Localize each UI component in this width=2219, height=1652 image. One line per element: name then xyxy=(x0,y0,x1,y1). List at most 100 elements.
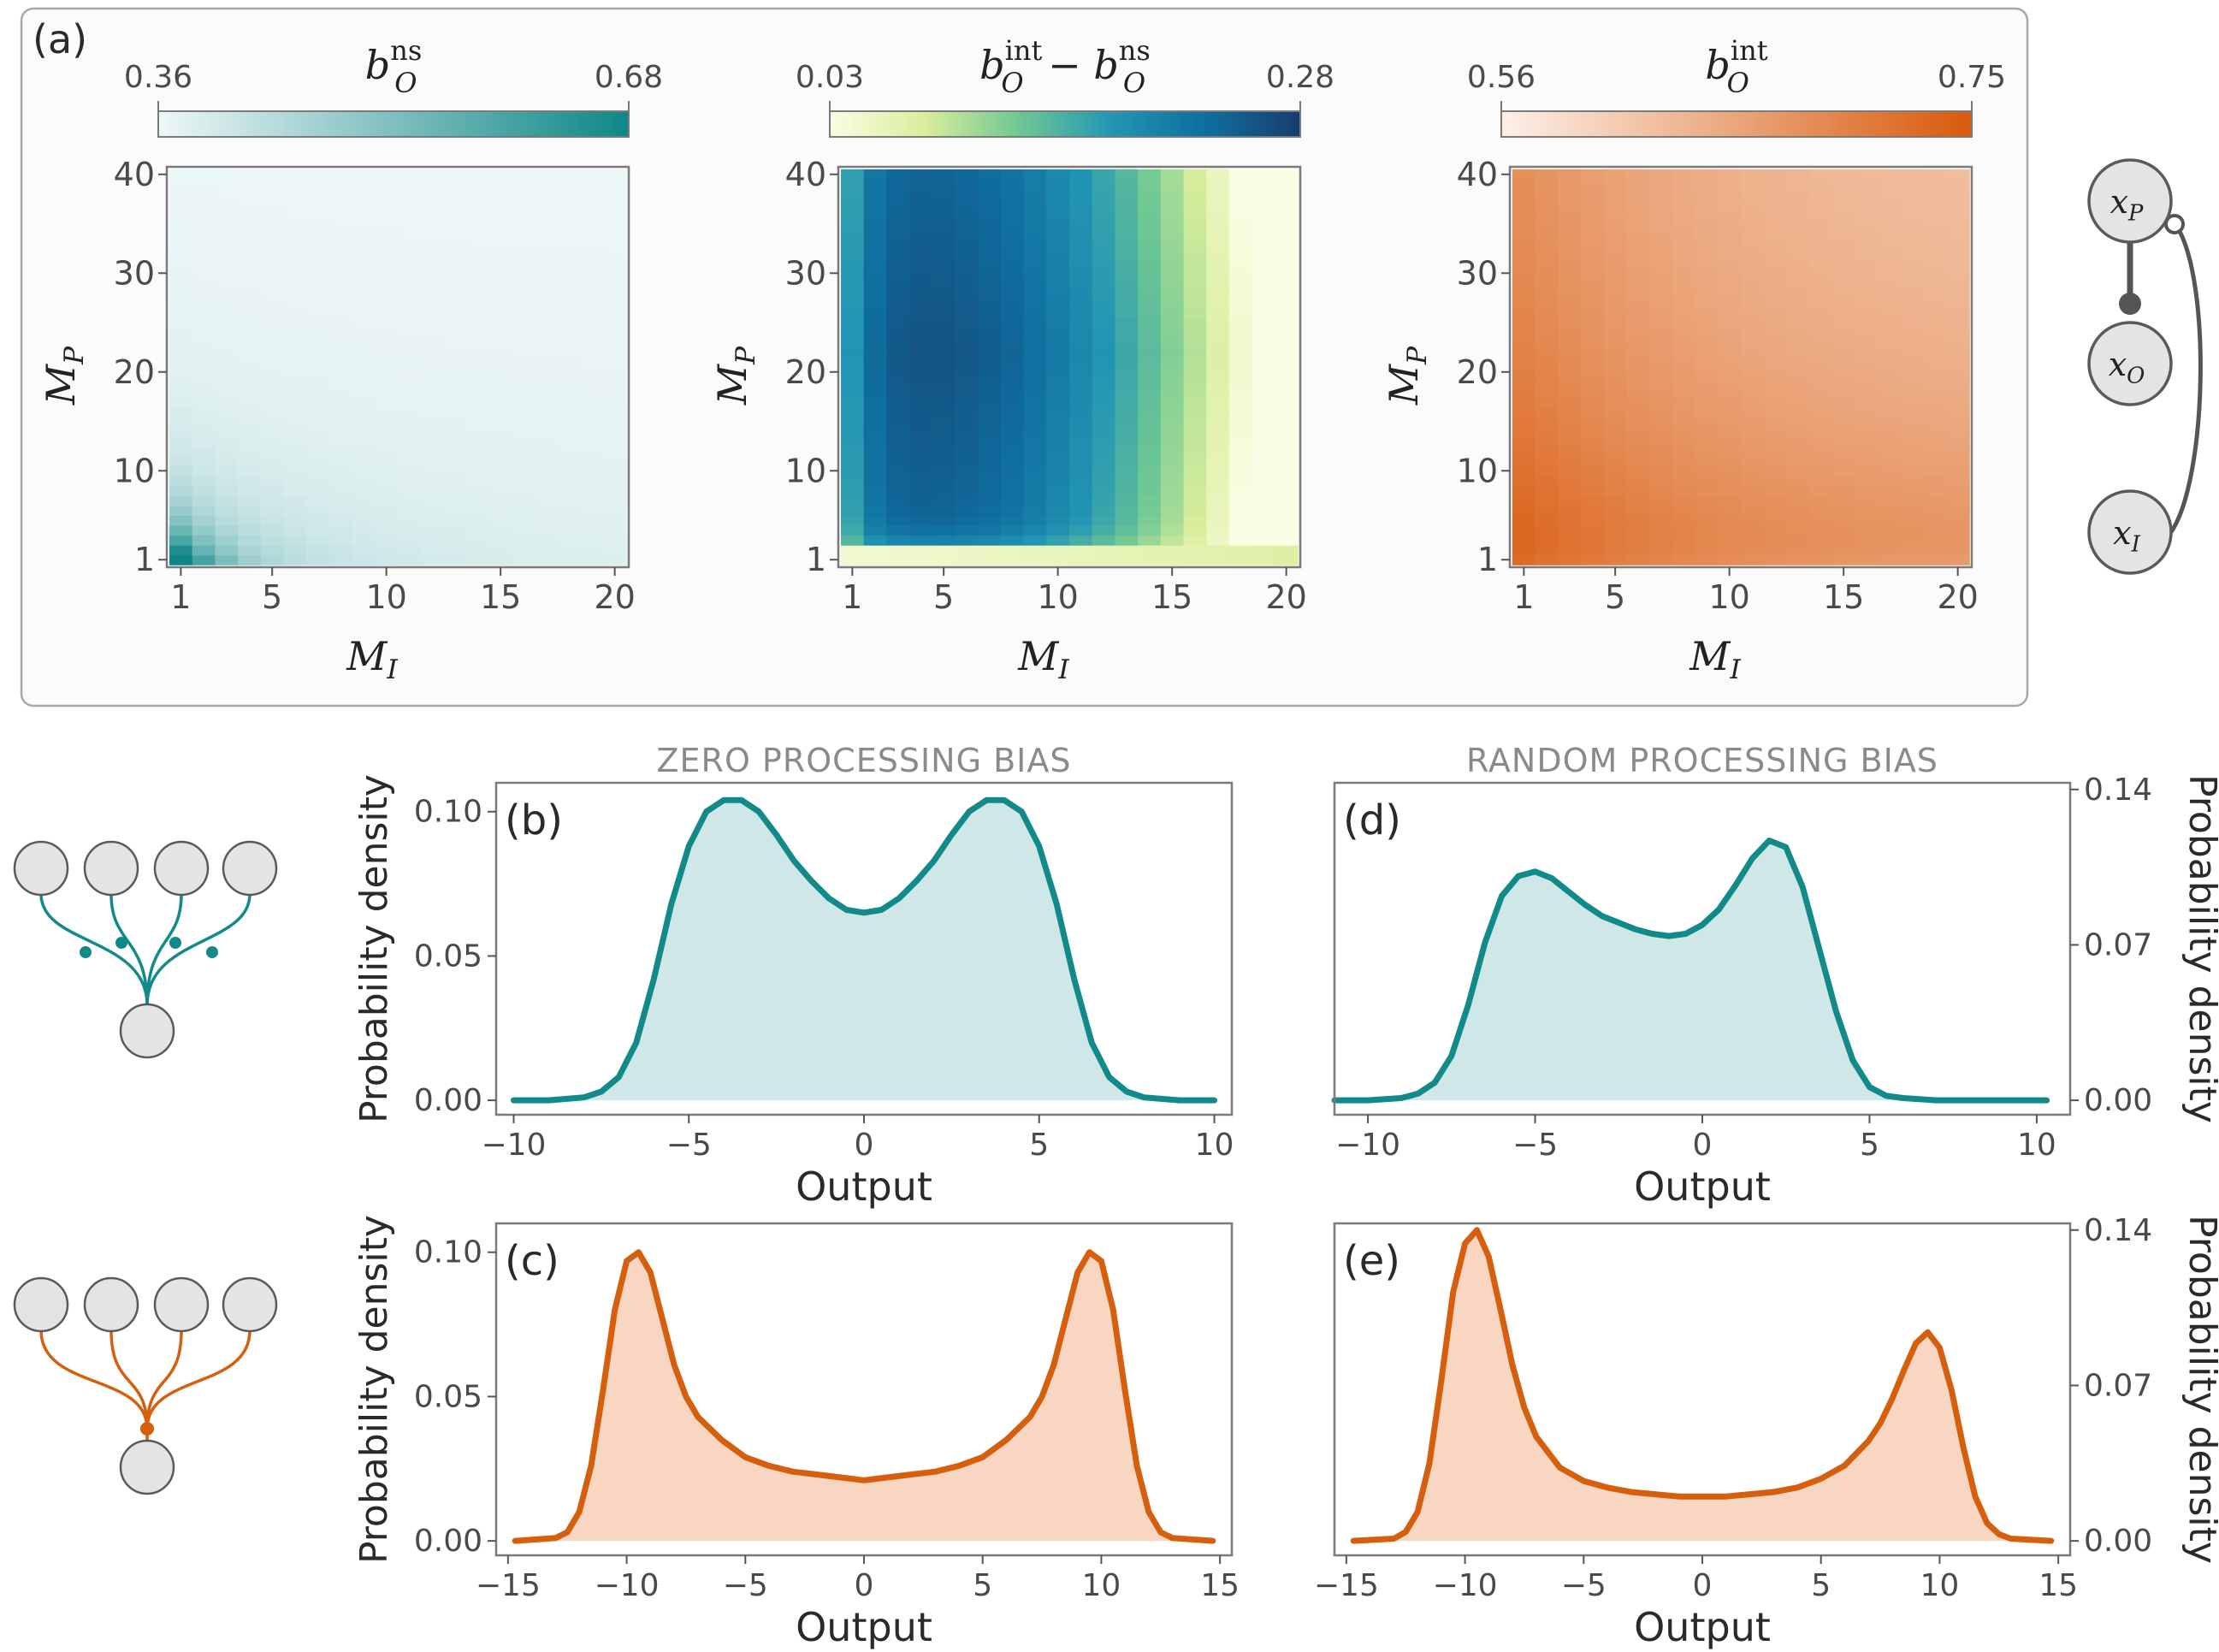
heatmap-cell xyxy=(1228,278,1253,289)
heatmap-cell xyxy=(1046,446,1070,457)
heatmap-cell xyxy=(1138,455,1162,467)
heatmap-cell xyxy=(1649,327,1673,339)
heatmap-cell xyxy=(1069,209,1093,220)
heatmap-cell xyxy=(1649,337,1673,348)
heatmap-cell xyxy=(1741,179,1765,190)
heatmap-cell xyxy=(328,435,353,447)
heatmap-cell xyxy=(260,485,285,496)
heatmap-cell xyxy=(1275,218,1299,230)
heatmap-cell xyxy=(1275,258,1299,269)
heatmap-cell xyxy=(1252,198,1276,210)
heatmap-cell xyxy=(1160,337,1185,348)
heatmap-cell xyxy=(1183,515,1207,526)
heatmap-cell xyxy=(1000,495,1025,506)
heatmap-cell xyxy=(1512,298,1536,309)
heatmap-cell xyxy=(1855,387,1879,398)
heatmap-cell xyxy=(535,357,559,368)
heatmap-cell xyxy=(375,268,399,279)
heatmap-cell xyxy=(1000,238,1025,250)
heatmap-cell xyxy=(375,554,399,565)
heatmap-cell xyxy=(1275,387,1299,398)
heatmap-cell xyxy=(1718,406,1742,417)
heatmap-cell xyxy=(1558,435,1582,447)
heatmap-cell xyxy=(238,189,262,200)
heatmap-cell xyxy=(603,198,627,210)
heatmap-cell xyxy=(1855,406,1879,417)
heatmap-cell xyxy=(1809,426,1833,437)
heatmap-cell xyxy=(1228,495,1253,506)
heatmap-cell xyxy=(375,387,399,398)
heatmap-cell xyxy=(580,524,605,536)
heatmap-cell xyxy=(1695,455,1719,467)
heatmap-cell xyxy=(1023,495,1048,506)
x-axis-label: Output xyxy=(796,1604,932,1650)
heatmap-cell xyxy=(863,307,888,319)
heatmap-cell xyxy=(535,376,559,388)
heatmap-cell xyxy=(1275,169,1299,181)
heatmap-cell xyxy=(535,238,559,250)
heatmap-cell xyxy=(1206,317,1230,329)
heatmap-cell xyxy=(169,387,193,398)
heatmap-cell xyxy=(1786,515,1810,526)
heatmap-cell xyxy=(238,416,262,428)
heatmap-cell xyxy=(443,376,467,388)
heatmap-cell xyxy=(1512,317,1536,329)
heatmap-cell xyxy=(169,209,193,220)
heatmap-cell xyxy=(1183,465,1207,477)
heatmap-cell xyxy=(1923,218,1948,230)
y-tick-label: 1 xyxy=(806,541,826,578)
heatmap-cell xyxy=(535,485,559,496)
heatmap-cell xyxy=(1023,387,1048,398)
heatmap-cell xyxy=(580,505,605,517)
heatmap-cell xyxy=(1535,524,1559,536)
heatmap-cell xyxy=(512,426,536,437)
heatmap-cell xyxy=(1023,376,1048,388)
heatmap-cell xyxy=(1695,317,1719,329)
heatmap-cell xyxy=(192,435,216,447)
heatmap-cell xyxy=(1923,455,1948,467)
heatmap-cell xyxy=(1786,376,1810,388)
y-tick-label: 0.05 xyxy=(414,1379,482,1414)
heatmap-cell xyxy=(1603,426,1628,437)
heatmap-cell xyxy=(1923,485,1948,496)
node-label-mid: xO xyxy=(2109,346,2145,388)
mini-edge xyxy=(109,893,149,1006)
heatmap-cell xyxy=(1763,298,1788,309)
heatmap-cell xyxy=(260,376,285,388)
heatmap-cell xyxy=(1206,218,1230,230)
heatmap-cell xyxy=(886,476,910,487)
heatmap-cell xyxy=(260,209,285,220)
heatmap-cell xyxy=(215,495,239,506)
heatmap-cell xyxy=(1000,515,1025,526)
heatmap-cell xyxy=(1558,298,1582,309)
heatmap-cell xyxy=(1115,396,1139,407)
heatmap-cell xyxy=(1092,317,1116,329)
heatmap-cell xyxy=(863,198,888,210)
heatmap-cell xyxy=(1558,258,1582,269)
heatmap-cell xyxy=(192,544,216,556)
heatmap-cell xyxy=(466,535,490,546)
heatmap-cell xyxy=(863,248,888,259)
heatmap-cell xyxy=(886,495,910,506)
heatmap-cell xyxy=(466,298,490,309)
heatmap-cell xyxy=(955,278,979,289)
heatmap-cell xyxy=(978,524,1002,536)
heatmap-cell xyxy=(328,505,353,517)
heatmap-cell xyxy=(1741,317,1765,329)
heatmap-cell xyxy=(1900,209,1925,220)
heatmap-cell xyxy=(1023,238,1048,250)
heatmap-cell xyxy=(215,228,239,240)
heatmap-cell xyxy=(1763,346,1788,358)
heatmap-cell xyxy=(420,505,445,517)
heatmap-cell xyxy=(1183,189,1207,200)
heatmap-cell xyxy=(192,426,216,437)
y-tick-label: 30 xyxy=(1457,254,1498,292)
heatmap-cell xyxy=(352,455,376,467)
heatmap-cell xyxy=(1809,179,1833,190)
heatmap-cell xyxy=(535,278,559,289)
heatmap-cell xyxy=(1878,544,1902,556)
heatmap-cell xyxy=(1069,287,1093,299)
heatmap-cell xyxy=(1046,376,1070,388)
y-tick-label: 1 xyxy=(134,541,155,578)
